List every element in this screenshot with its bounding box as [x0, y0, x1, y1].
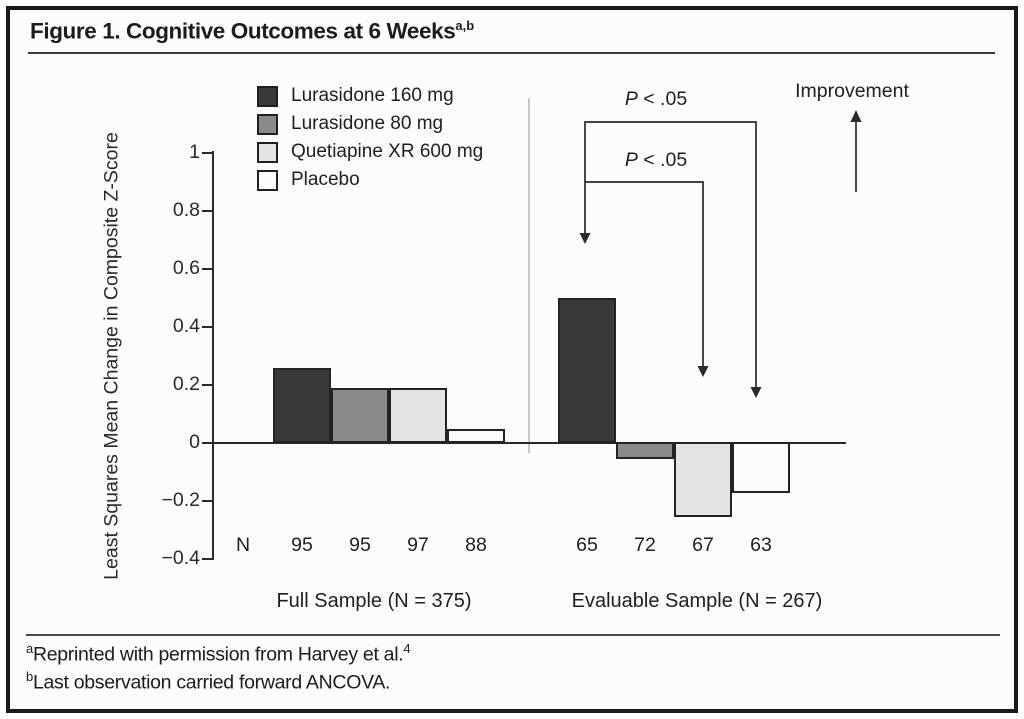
y-axis-tick	[202, 442, 213, 444]
n-row-header: N	[235, 534, 251, 556]
y-axis-tick-label: 0.8	[172, 199, 200, 221]
legend-label: Quetiapine XR 600 mg	[291, 141, 484, 162]
y-axis-tick-label: 0.4	[172, 315, 200, 337]
n-count: 63	[750, 534, 772, 556]
bar-placebo-group2	[732, 442, 790, 494]
y-axis-tick-label: −0.2	[161, 489, 201, 511]
y-axis-tick	[202, 558, 213, 560]
y-axis-tick	[202, 500, 213, 502]
p-symbol: P	[624, 149, 638, 171]
inner-significance-bracket	[585, 181, 704, 367]
bar-quetiapine-xr-600-mg-group2	[674, 442, 732, 517]
n-count: 72	[634, 534, 656, 556]
figure-title-superscript: a,b	[455, 18, 475, 33]
p-symbol: P	[624, 88, 638, 110]
y-axis-tick-label: 0.2	[172, 373, 200, 395]
bar-lurasidone-160-mg-group2	[558, 298, 616, 443]
n-count: 97	[407, 534, 429, 556]
improvement-label: Improvement	[795, 80, 909, 102]
down-arrowhead-icon	[579, 233, 591, 244]
down-arrowhead-icon	[750, 387, 762, 398]
outer-significance-bracket	[584, 121, 757, 388]
legend-swatch-icon	[257, 113, 278, 135]
bar-lurasidone-80-mg-group1	[331, 387, 389, 443]
legend-label: Placebo	[291, 169, 360, 190]
bar-lurasidone-160-mg-group1	[273, 367, 331, 443]
group-label-evaluable-sample: Evaluable Sample (N = 267)	[571, 590, 823, 612]
bar-placebo-group1	[447, 428, 505, 443]
p-value-label-outer: P < .05	[591, 88, 721, 111]
footnote-a-marker: a	[26, 641, 33, 656]
n-count: 88	[465, 534, 487, 556]
legend-swatch-icon	[257, 141, 278, 163]
n-count: 65	[576, 534, 598, 556]
bar-quetiapine-xr-600-mg-group1	[389, 387, 447, 443]
group-label-full-sample: Full Sample (N = 375)	[276, 590, 472, 612]
legend-item-quetiapine-xr-600-mg: Quetiapine XR 600 mg	[257, 138, 483, 166]
figure-border	[6, 6, 1018, 713]
group-divider-line	[528, 98, 530, 453]
figure-title: Figure 1. Cognitive Outcomes at 6 Weeksa…	[30, 18, 474, 45]
p-value-label-inner: P < .05	[591, 149, 721, 172]
footnote-b-text: Last observation carried forward ANCOVA.	[32, 671, 391, 694]
y-axis-tick	[202, 326, 213, 328]
footnote-b: bLast observation carried forward ANCOVA…	[26, 669, 986, 695]
legend-label: Lurasidone 80 mg	[291, 113, 444, 134]
legend-item-lurasidone-160-mg: Lurasidone 160 mg	[257, 82, 483, 110]
down-arrowhead-icon	[697, 366, 709, 377]
y-axis-tick-label: 1	[189, 141, 200, 163]
y-axis-tick	[202, 152, 213, 154]
n-count: 95	[291, 534, 313, 556]
y-axis-tick-label: 0	[189, 431, 200, 453]
p-value-text: < .05	[637, 88, 688, 110]
figure-title-text: Figure 1. Cognitive Outcomes at 6 Weeks	[30, 18, 456, 44]
y-axis-tick-label: −0.4	[161, 547, 201, 569]
y-axis-tick-label: 0.6	[172, 257, 200, 279]
footnote-a-text: Reprinted with permission from Harvey et…	[32, 643, 404, 666]
y-axis-tick	[202, 268, 213, 270]
n-count: 67	[692, 534, 714, 556]
footnote-b-marker: b	[26, 669, 33, 684]
y-axis-tick	[202, 384, 213, 386]
legend: Lurasidone 160 mg Lurasidone 80 mg Quetiap…	[257, 82, 483, 194]
bar-lurasidone-80-mg-group2	[616, 442, 674, 459]
n-count: 95	[349, 534, 371, 556]
up-arrowhead-icon	[850, 110, 862, 122]
legend-swatch-icon	[257, 85, 278, 107]
p-value-text: < .05	[637, 149, 688, 171]
footnote-divider-rule	[26, 634, 1000, 636]
y-axis-line	[212, 151, 214, 560]
legend-label: Lurasidone 160 mg	[291, 85, 454, 106]
legend-item-lurasidone-80-mg: Lurasidone 80 mg	[257, 110, 483, 138]
footnote-a: aReprinted with permission from Harvey e…	[26, 641, 986, 667]
y-axis-tick	[202, 210, 213, 212]
footnote-a-reference: 4	[403, 641, 411, 656]
legend-item-placebo: Placebo	[257, 166, 483, 194]
title-divider-rule	[28, 52, 995, 54]
zero-baseline	[213, 442, 846, 444]
legend-swatch-icon	[257, 169, 278, 191]
